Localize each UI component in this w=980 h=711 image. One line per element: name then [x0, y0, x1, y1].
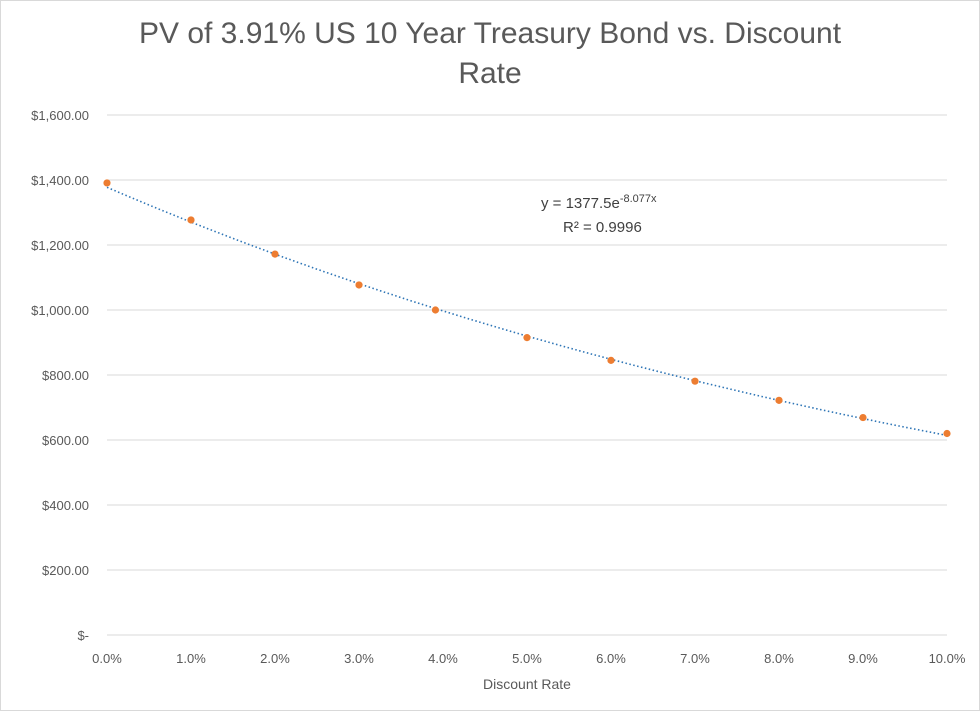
chart-title: PV of 3.91% US 10 Year Treasury Bond vs.…	[0, 14, 980, 94]
y-tick-label: $1,000.00	[31, 303, 89, 318]
y-tick-label: $1,600.00	[31, 108, 89, 123]
y-tick-label: $800.00	[42, 368, 89, 383]
chart-title-line-1: PV of 3.91% US 10 Year Treasury Bond vs.…	[138, 17, 842, 50]
trendline-equation-text: y = 1377.5e-8.077x	[541, 193, 657, 212]
x-axis-label: Discount Rate	[483, 676, 571, 692]
y-tick-label: $400.00	[42, 498, 89, 513]
equation-exponent: -8.077x	[620, 193, 657, 205]
x-tick-label: 0.0%	[92, 651, 122, 666]
x-tick-label: 8.0%	[764, 651, 794, 666]
x-tick-label: 5.0%	[512, 651, 542, 666]
data-point	[859, 413, 867, 422]
data-point	[775, 396, 783, 404]
y-tick-label: $200.00	[42, 563, 89, 578]
data-point	[943, 429, 951, 438]
equation-base: y = 1377.5e	[541, 195, 620, 212]
y-tick-label: $1,200.00	[31, 238, 89, 253]
x-tick-label: 3.0%	[344, 651, 374, 666]
trendline-equation: y = 1377.5e-8.077x R² = 0.9996	[541, 193, 657, 236]
chart-title-line-2: Rate	[458, 57, 522, 90]
r-squared-text: R² = 0.9996	[563, 219, 642, 236]
x-tick-label: 6.0%	[596, 651, 626, 666]
data-point	[691, 377, 699, 385]
x-tick-label: 1.0%	[176, 651, 206, 666]
x-tick-label: 4.0%	[428, 651, 458, 666]
trendline	[106, 186, 948, 437]
y-tick-label: $600.00	[42, 433, 89, 448]
x-axis-ticks: 0.0% 1.0% 2.0% 3.0% 4.0% 5.0% 6.0% 7.0% 8.0% 9.0%…	[92, 651, 966, 666]
y-tick-label: $-	[77, 628, 89, 643]
data-point	[187, 216, 195, 224]
y-tick-label: $1,400.00	[31, 173, 89, 188]
x-tick-label: 2.0%	[260, 651, 290, 666]
gridlines	[107, 114, 947, 636]
data-points	[103, 179, 951, 438]
data-point	[103, 179, 111, 187]
y-axis-ticks: $- $200.00 $400.00 $600.00 $800.00 $1,000.00 $…	[31, 108, 89, 643]
data-point	[355, 281, 363, 289]
x-tick-label: 7.0%	[680, 651, 710, 666]
x-tick-label: 9.0%	[848, 651, 878, 666]
data-point	[271, 250, 279, 258]
x-tick-label: 10.0%	[929, 651, 966, 666]
data-point	[523, 334, 531, 342]
data-point	[607, 356, 615, 364]
data-point	[431, 306, 440, 314]
